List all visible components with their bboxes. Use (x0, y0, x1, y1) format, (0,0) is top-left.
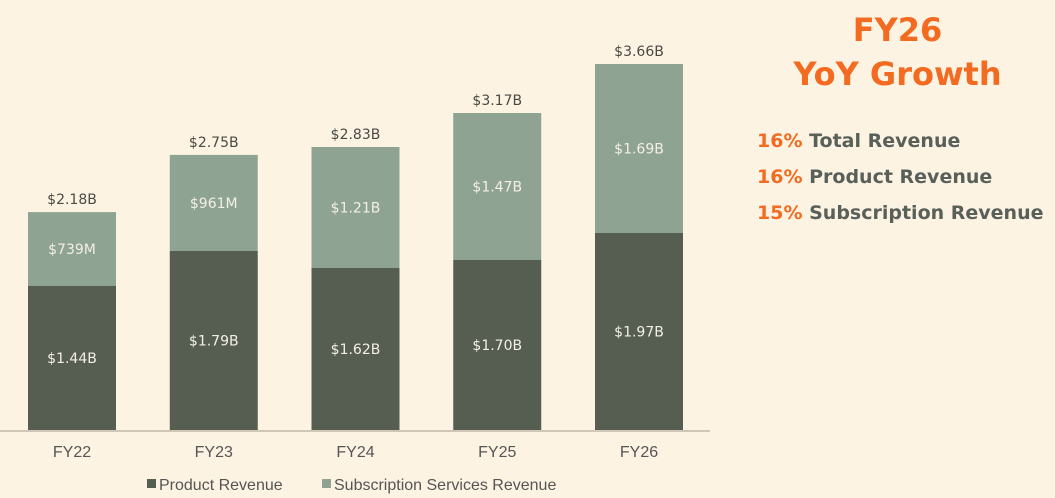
legend-label-product: Product Revenue (159, 477, 283, 494)
data-label-subscription: $739M (48, 242, 96, 258)
bar-product-fy22 (28, 286, 116, 430)
bar-product-fy24 (311, 268, 400, 430)
stat-label: Product Revenue (809, 166, 993, 188)
data-label-total: $2.18B (47, 192, 97, 208)
stat-label: Total Revenue (809, 130, 961, 152)
legend-swatch-subscription (322, 479, 331, 488)
data-label-product: $1.44B (47, 351, 97, 367)
bar-subscription-fy23 (169, 154, 258, 251)
legend-swatch-product (147, 479, 156, 488)
x-tick-label: FY25 (478, 444, 516, 461)
stacked-bar-chart: $1.44B $739M $2.18B FY22 $1.79B $961M $2.75B FY… (0, 44, 710, 494)
data-label-total: $2.75B (189, 135, 239, 151)
bar-subscription-fy22 (28, 212, 116, 286)
data-label-product: $1.62B (331, 342, 381, 358)
stat-pct: 15% (757, 202, 803, 224)
data-label-subscription: $1.21B (331, 201, 381, 217)
stat-total-revenue: 16% Total Revenue (757, 130, 960, 152)
data-label-total: $2.83B (331, 127, 381, 143)
data-label-total: $3.66B (614, 44, 664, 60)
legend-label-subscription: Subscription Services Revenue (334, 477, 556, 494)
data-label-subscription: $961M (190, 196, 238, 212)
bar-subscription-fy24 (311, 147, 400, 268)
stat-pct: 16% (757, 130, 803, 152)
x-tick-label: FY26 (620, 444, 658, 461)
data-label-product: $1.79B (189, 334, 239, 350)
x-tick-label: FY24 (336, 444, 374, 461)
data-label-product: $1.97B (614, 325, 664, 341)
data-label-total: $3.17B (472, 93, 522, 109)
panel-title-growth: YoY Growth (793, 55, 1002, 93)
stat-subscription-revenue: 15% Subscription Revenue (757, 202, 1044, 224)
x-tick-label: FY23 (195, 444, 233, 461)
stat-product-revenue: 16% Product Revenue (757, 166, 992, 188)
data-label-subscription: $1.47B (472, 180, 522, 196)
panel-title-year: FY26 (852, 11, 943, 49)
data-label-subscription: $1.69B (614, 142, 664, 158)
bar-subscription-fy25 (453, 113, 542, 260)
data-label-product: $1.70B (472, 338, 522, 354)
x-tick-label: FY22 (53, 444, 91, 461)
stat-pct: 16% (757, 166, 803, 188)
bar-product-fy26 (595, 233, 683, 430)
stat-label: Subscription Revenue (809, 202, 1044, 224)
bar-product-fy23 (169, 251, 258, 430)
bar-subscription-fy26 (595, 64, 683, 233)
bar-product-fy25 (453, 260, 542, 430)
